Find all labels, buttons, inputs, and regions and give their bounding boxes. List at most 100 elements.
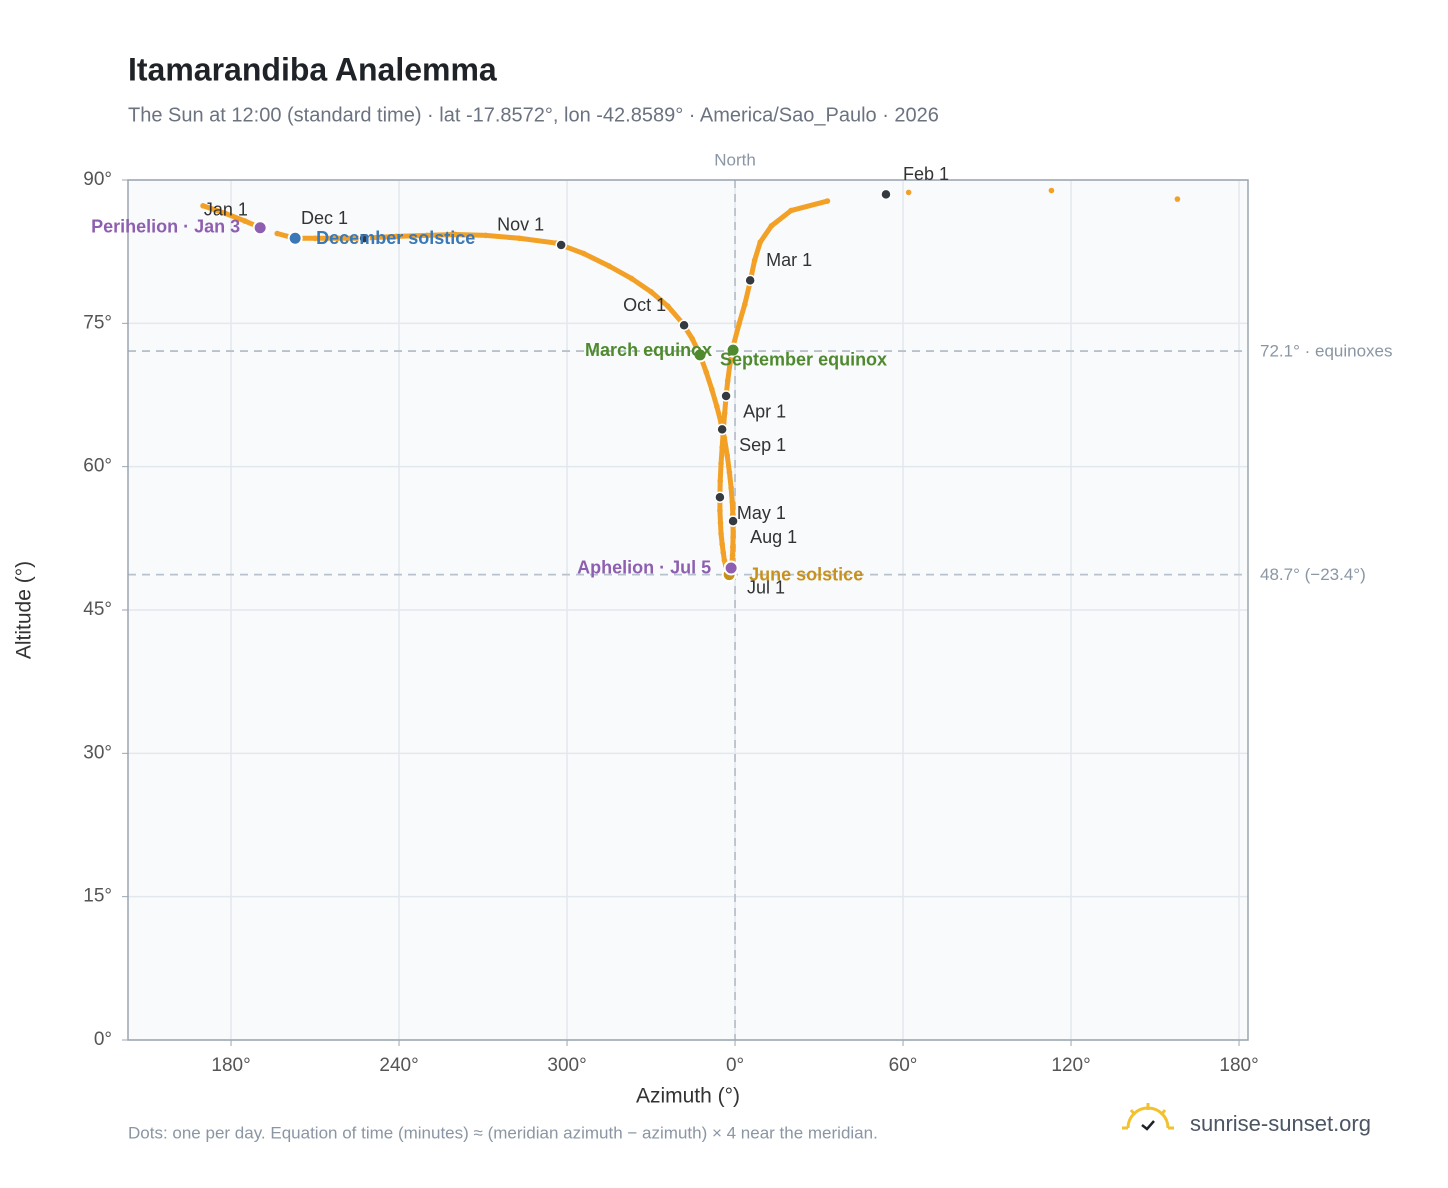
month-marker — [727, 515, 739, 527]
day-dot — [724, 452, 730, 459]
day-dot — [768, 223, 775, 229]
day-dot — [721, 557, 728, 564]
month-marker — [716, 423, 728, 436]
day-dot — [824, 198, 831, 204]
event-marker — [692, 347, 708, 363]
day-dot — [757, 239, 764, 245]
month-label: Apr 1 — [743, 402, 786, 422]
day-dot — [905, 189, 912, 196]
day-dot — [729, 499, 736, 505]
x-tick-label: 180° — [1219, 1055, 1258, 1076]
day-dot — [242, 218, 248, 224]
x-tick-label: 240° — [379, 1055, 418, 1076]
month-marker — [714, 491, 726, 503]
day-dot — [721, 435, 728, 441]
day-dot — [724, 377, 731, 384]
chart-title: Itamarandiba Analemma — [128, 51, 497, 87]
day-dot — [648, 289, 654, 295]
day-dot — [729, 552, 736, 559]
reference-label: 72.1° · equinoxes — [1260, 342, 1393, 361]
day-dot — [393, 233, 400, 240]
day-dot — [718, 530, 724, 537]
month-marker — [744, 274, 756, 287]
y-axis-title: Altitude (°) — [13, 561, 36, 659]
reference-lines — [128, 180, 1248, 1040]
month-label: May 1 — [737, 503, 786, 523]
footnote: Dots: one per day. Equation of time (min… — [128, 1123, 878, 1142]
day-dot — [200, 203, 206, 209]
day-dot — [717, 520, 724, 526]
day-dot — [665, 303, 671, 309]
day-dot — [727, 360, 733, 367]
event-label: Aphelion · Jul 5 — [577, 558, 711, 578]
day-dot — [720, 549, 727, 556]
day-dot — [483, 232, 489, 239]
day-dot — [742, 301, 748, 308]
day-dot — [1174, 196, 1181, 202]
month-marker — [678, 319, 690, 331]
day-dot — [709, 386, 715, 393]
day-dot — [424, 232, 430, 239]
day-dot — [717, 478, 723, 484]
day-dot — [222, 210, 229, 217]
event-marker — [725, 342, 741, 358]
day-dot — [719, 444, 725, 451]
day-dot — [334, 235, 341, 242]
y-tick-label: 0° — [94, 1029, 112, 1050]
month-marker — [720, 390, 732, 402]
day-dot — [606, 263, 612, 269]
month-label: Sep 1 — [739, 435, 786, 455]
event-label: Perihelion · Jan 3 — [91, 217, 240, 237]
month-label: Mar 1 — [766, 250, 812, 270]
x-axis-title: Azimuth (°) — [636, 1085, 740, 1108]
day-dot — [581, 250, 587, 257]
day-dot — [717, 507, 723, 514]
event-label: June solstice — [749, 564, 863, 584]
month-marker — [880, 188, 892, 201]
day-dot — [726, 469, 733, 476]
day-dot — [728, 484, 734, 491]
month-label: Jul 1 — [747, 578, 785, 598]
month-marker — [555, 239, 567, 251]
event-label: March equinox — [585, 340, 712, 360]
x-tick-label: 0° — [726, 1055, 744, 1076]
chart-subtitle: The Sun at 12:00 (standard time) · lat -… — [128, 104, 939, 126]
y-tick-label: 75° — [83, 312, 112, 333]
day-dot — [730, 534, 736, 541]
event-marker — [252, 220, 268, 236]
x-tick-label: 120° — [1051, 1055, 1090, 1076]
day-dot — [751, 257, 758, 264]
day-dot — [730, 544, 736, 550]
marks — [200, 187, 1181, 583]
event-marker — [287, 230, 303, 246]
day-dot — [628, 275, 635, 282]
month-label: Dec 1 — [301, 208, 348, 228]
x-tick-label: 60° — [889, 1055, 918, 1076]
event-label: September equinox — [720, 350, 887, 370]
logo-icon — [1122, 1103, 1174, 1131]
plot-frame — [127, 179, 1249, 1041]
month-label: Oct 1 — [623, 295, 666, 315]
x-tick-label: 300° — [547, 1055, 586, 1076]
y-tick-label: 30° — [83, 742, 112, 763]
event-label: December solstice — [316, 228, 475, 248]
day-dot — [703, 369, 709, 375]
month-marker — [358, 232, 370, 245]
month-label: Aug 1 — [750, 527, 797, 547]
y-tick-label: 90° — [83, 169, 112, 190]
day-dot — [736, 320, 743, 327]
day-dot — [719, 541, 725, 547]
day-dot — [788, 207, 794, 214]
y-tick-label: 60° — [83, 456, 112, 477]
month-label: Nov 1 — [497, 215, 544, 235]
day-dot — [721, 410, 728, 416]
day-dot — [689, 335, 695, 342]
day-dot — [516, 235, 523, 242]
day-dot — [452, 231, 458, 238]
day-dot — [1048, 187, 1055, 194]
north-label: North — [714, 150, 756, 169]
y-tick-label: 45° — [83, 599, 112, 620]
day-dot — [274, 230, 281, 237]
brand: sunrise-sunset.org — [1190, 1111, 1371, 1136]
